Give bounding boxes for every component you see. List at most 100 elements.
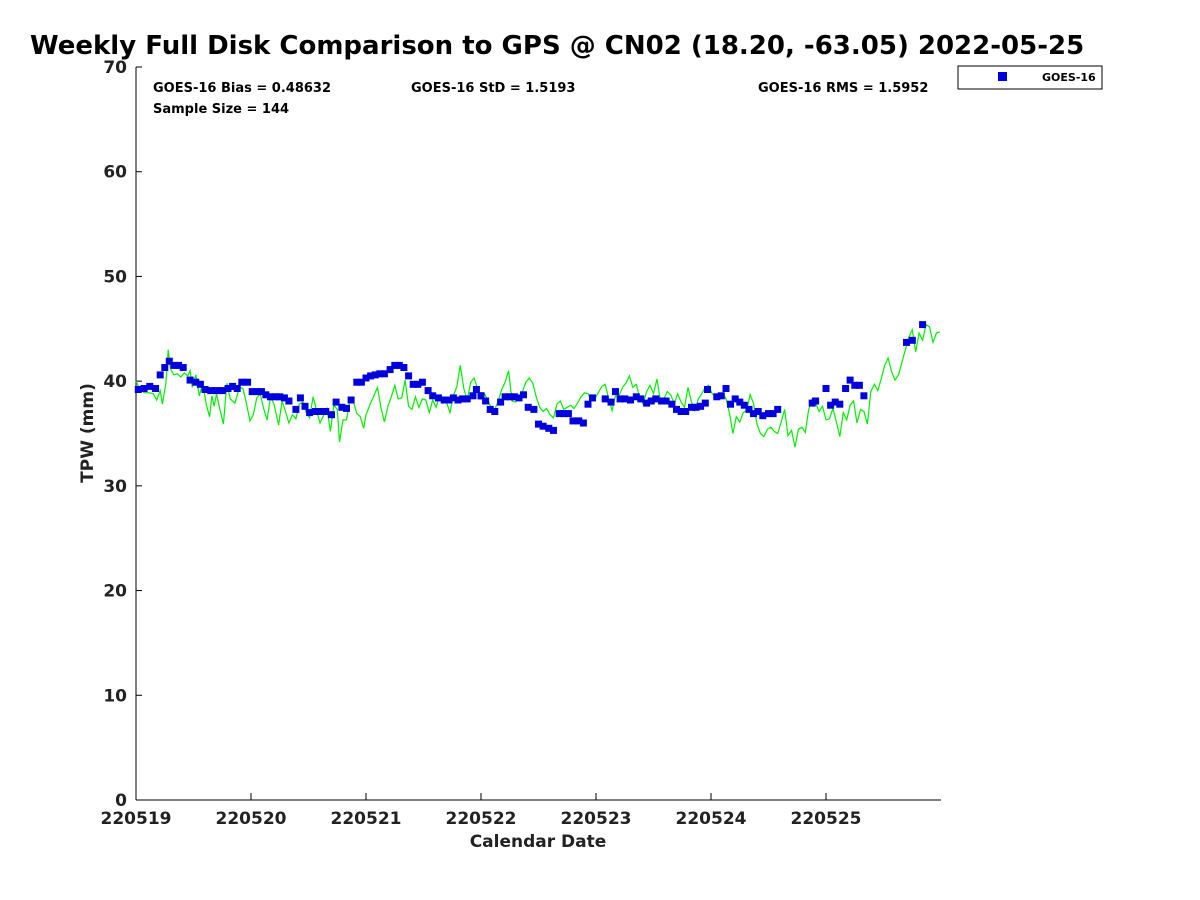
y-tick-label: 30 (103, 477, 127, 497)
goes16-point (530, 405, 538, 413)
goes16-point (201, 386, 209, 393)
goes16-point (367, 372, 375, 380)
gps-line (135, 323, 941, 448)
goes16-point (434, 394, 442, 402)
goes16-point (322, 408, 330, 415)
goes16-point (731, 395, 739, 403)
goes16-point (477, 392, 485, 400)
goes16-point (740, 401, 748, 409)
goes16-point (569, 417, 577, 425)
goes16-point (855, 381, 863, 389)
goes16-point (846, 376, 854, 384)
goes16-point (860, 392, 868, 400)
goes16-point (658, 397, 666, 405)
y-tick-label: 60 (103, 163, 127, 183)
goes16-point (601, 395, 609, 403)
goes16-point (296, 394, 304, 402)
goes16-point (238, 378, 246, 386)
goes16-point (836, 400, 844, 408)
goes16-point (560, 410, 568, 418)
goes16-point (903, 338, 910, 346)
chart-title: Weekly Full Disk Comparison to GPS @ CN0… (30, 31, 1084, 61)
x-axis-label: Calendar Date (470, 832, 607, 852)
goes16-point (524, 403, 532, 411)
goes16-point (267, 393, 274, 401)
goes16-point (688, 403, 695, 411)
std-stat: GOES-16 StD = 1.5193 (411, 81, 575, 96)
goes16-point (736, 398, 744, 406)
goes16-point (745, 405, 753, 413)
y-tick-label: 40 (103, 372, 127, 392)
bias-stat: GOES-16 Bias = 0.48632 (153, 81, 331, 96)
goes16-point (380, 370, 388, 378)
goes16-point (510, 393, 518, 401)
goes16-point (697, 402, 705, 410)
goes16-point (520, 391, 527, 399)
goes16-point (449, 394, 457, 402)
goes16-point (515, 394, 523, 402)
goes16-point (257, 388, 265, 396)
goes16-point (919, 321, 927, 329)
goes16-point (769, 410, 777, 418)
goes16-point (647, 397, 655, 405)
goes16-point (662, 397, 670, 405)
rms-stat: GOES-16 RMS = 1.5952 (758, 81, 928, 96)
goes16-point (584, 400, 592, 408)
goes16-point (463, 395, 471, 403)
goes16-point (276, 393, 284, 401)
plot-frame (135, 67, 941, 801)
goes16-point (501, 393, 509, 401)
goes16-point (497, 398, 505, 406)
goes16-point (140, 385, 148, 392)
goes16-point (750, 410, 757, 418)
goes16-point (328, 411, 335, 419)
goes16-point (170, 361, 178, 369)
goes16-point (469, 392, 477, 400)
goes16-point (632, 393, 640, 401)
y-tick-label: 10 (103, 686, 127, 706)
goes16-point (316, 408, 324, 415)
y-tick-label: 50 (103, 267, 127, 287)
goes16-point (713, 393, 721, 401)
goes16-point (262, 391, 270, 399)
goes16-point (637, 395, 645, 403)
y-ticks: 0 10 20 30 40 50 60 70 (103, 58, 142, 811)
goes16-point (338, 403, 346, 411)
goes16-point (280, 394, 288, 402)
goes16-point (482, 397, 490, 405)
goes16-point (589, 394, 596, 402)
x-ticks: 220519 220520 220521 220522 220523 220524 2205… (101, 793, 861, 829)
goes16-point (134, 386, 142, 393)
goes16-point (161, 364, 169, 371)
goes16-point (362, 374, 370, 382)
sample-size-stat: Sample Size = 144 (153, 102, 289, 117)
goes16-point (371, 371, 379, 379)
goes16-point (668, 400, 676, 408)
goes16-point (418, 378, 426, 386)
goes16-point (424, 387, 432, 395)
goes16-point (285, 397, 293, 405)
goes16-point (539, 422, 547, 430)
goes16-point (175, 361, 183, 369)
goes16-point (271, 393, 279, 401)
goes16-point (224, 385, 232, 392)
legend-label-goes16: GOES-16 (1042, 71, 1096, 84)
goes16-point (673, 405, 680, 413)
goes16-point (429, 392, 437, 400)
goes16-point (414, 380, 422, 388)
goes16-point (244, 378, 252, 386)
goes16-point (207, 387, 215, 395)
goes16-point (165, 357, 173, 365)
goes16-point (353, 378, 361, 386)
goes16-point (555, 410, 563, 418)
goes16-point (643, 399, 651, 407)
goes16-point (607, 398, 615, 406)
goes16-point (459, 395, 467, 403)
goes16-point (229, 382, 237, 390)
goes16-point (376, 370, 384, 378)
goes16-point (347, 396, 355, 404)
goes16-point (196, 380, 204, 388)
goes16-point (908, 336, 916, 344)
goes16-point (717, 392, 725, 400)
